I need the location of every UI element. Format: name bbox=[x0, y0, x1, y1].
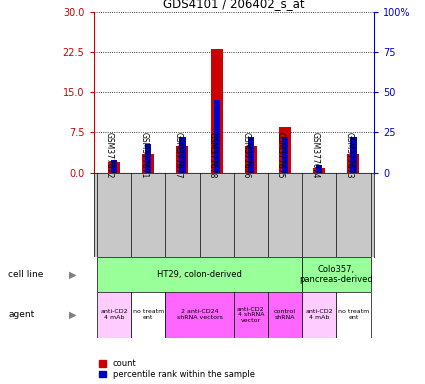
Text: GSM377674: GSM377674 bbox=[310, 132, 319, 179]
Bar bbox=[108, 162, 120, 173]
Text: agent: agent bbox=[8, 310, 35, 319]
Bar bbox=[234, 292, 268, 338]
Text: 2 anti-CD24
shRNA vectors: 2 anti-CD24 shRNA vectors bbox=[177, 310, 222, 320]
Text: GSM377673: GSM377673 bbox=[345, 132, 354, 179]
Text: no treatm
ent: no treatm ent bbox=[338, 310, 369, 320]
Bar bbox=[348, 154, 360, 173]
Text: anti-CD2
4 shRNA
vector: anti-CD2 4 shRNA vector bbox=[237, 306, 265, 323]
Text: HT29, colon-derived: HT29, colon-derived bbox=[157, 270, 242, 279]
Text: GSM377677: GSM377677 bbox=[173, 132, 182, 179]
Bar bbox=[111, 160, 117, 173]
Bar bbox=[131, 292, 165, 338]
Bar bbox=[248, 137, 254, 173]
Bar bbox=[211, 49, 223, 173]
Text: ▶: ▶ bbox=[69, 310, 76, 320]
Text: GSM377671: GSM377671 bbox=[139, 132, 148, 179]
Bar bbox=[302, 257, 371, 292]
Bar bbox=[165, 292, 234, 338]
Bar bbox=[97, 257, 302, 292]
Bar bbox=[214, 100, 220, 173]
Bar bbox=[145, 144, 151, 173]
Text: GSM377672: GSM377672 bbox=[105, 132, 114, 179]
Text: control
shRNA: control shRNA bbox=[274, 310, 296, 320]
Title: GDS4101 / 206402_s_at: GDS4101 / 206402_s_at bbox=[163, 0, 305, 10]
Bar bbox=[279, 127, 291, 173]
Bar bbox=[142, 154, 154, 173]
Text: anti-CD2
4 mAb: anti-CD2 4 mAb bbox=[306, 310, 333, 320]
Bar bbox=[176, 146, 188, 173]
Bar bbox=[179, 137, 186, 173]
Bar bbox=[313, 169, 325, 173]
Bar bbox=[282, 137, 288, 173]
Bar bbox=[268, 292, 302, 338]
Text: Colo357,
pancreas-derived: Colo357, pancreas-derived bbox=[300, 265, 373, 284]
Bar bbox=[97, 292, 131, 338]
Text: ▶: ▶ bbox=[69, 270, 76, 280]
Bar bbox=[302, 292, 336, 338]
Text: GSM377676: GSM377676 bbox=[242, 132, 251, 179]
Text: anti-CD2
4 mAb: anti-CD2 4 mAb bbox=[100, 310, 128, 320]
Bar bbox=[316, 165, 322, 173]
Text: no treatm
ent: no treatm ent bbox=[133, 310, 164, 320]
Legend: count, percentile rank within the sample: count, percentile rank within the sample bbox=[98, 359, 255, 380]
Text: GSM377678: GSM377678 bbox=[208, 132, 217, 179]
Text: cell line: cell line bbox=[8, 270, 44, 279]
Bar bbox=[336, 292, 371, 338]
Bar bbox=[245, 146, 257, 173]
Text: GSM377675: GSM377675 bbox=[276, 132, 285, 179]
Bar bbox=[350, 137, 357, 173]
